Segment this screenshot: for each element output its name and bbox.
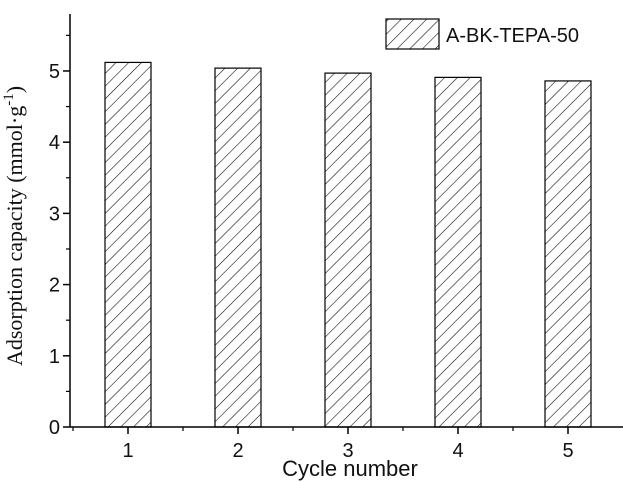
y-tick-label: 1 xyxy=(49,346,60,368)
x-tick-label: 5 xyxy=(562,440,573,462)
y-axis-title: Adsorption capacity (mmol·g-1) xyxy=(1,86,27,366)
legend-label: A-BK-TEPA-50 xyxy=(446,25,579,47)
legend: A-BK-TEPA-50 xyxy=(385,18,579,50)
y-tick-label: 4 xyxy=(49,132,60,154)
bar-cycle-1 xyxy=(104,61,152,428)
x-tick-label: 1 xyxy=(122,440,133,462)
x-axis-title: Cycle number xyxy=(282,456,418,481)
y-ticks-group: 0 1 2 3 4 5 xyxy=(49,34,70,439)
bars-group xyxy=(104,61,592,428)
y-axis-title-main: Adsorption capacity (mmol·g xyxy=(2,106,27,366)
y-tick-label: 2 xyxy=(49,275,60,297)
y-axis-title-end: ) xyxy=(2,86,27,93)
x-tick-label: 4 xyxy=(452,440,463,462)
bar-cycle-2 xyxy=(214,67,262,428)
x-ticks-group: 1 2 3 4 5 xyxy=(72,427,574,462)
y-tick-label: 0 xyxy=(49,417,60,439)
bar-cycle-4 xyxy=(434,76,482,428)
x-tick-label: 2 xyxy=(232,440,243,462)
legend-swatch xyxy=(385,18,440,50)
bar-cycle-5 xyxy=(544,80,592,428)
axes-group xyxy=(69,14,623,428)
y-tick-label: 3 xyxy=(49,203,60,225)
x-tick-label: 3 xyxy=(342,440,353,462)
y-axis-title-sup: -1 xyxy=(1,93,17,106)
bar-cycle-3 xyxy=(324,72,372,428)
y-tick-label: 5 xyxy=(49,61,60,83)
